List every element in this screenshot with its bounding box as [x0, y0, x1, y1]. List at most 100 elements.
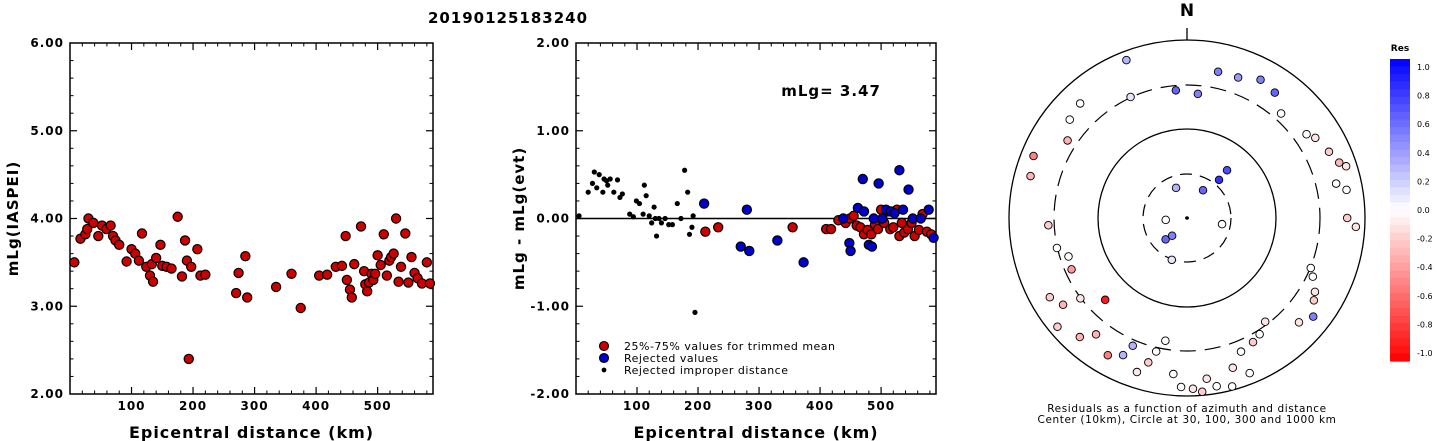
data-point-rejected: [772, 235, 783, 246]
data-point: [172, 211, 183, 222]
station-marker: [1228, 363, 1238, 373]
magnitude-panel: 2.00 3.00 4.00 5.00 6.00 100 200 300 400 500 Epice…: [4, 36, 436, 441]
station-marker: [1075, 332, 1085, 342]
legend-label: Rejected values: [624, 352, 719, 365]
data-point: [787, 222, 798, 233]
colorbar-cell: [1390, 240, 1410, 249]
data-point-improper: [656, 215, 662, 222]
station-marker: [1260, 317, 1270, 327]
station-marker: [1309, 296, 1319, 305]
y-tick-label: -1.00: [530, 299, 570, 313]
station-marker: [1193, 89, 1203, 99]
data-point-rejected: [866, 241, 878, 252]
polar-caption: Center (10km), Circle at 30, 100, 300 an…: [1038, 414, 1337, 426]
data-point-rejected: [741, 204, 753, 215]
data-point-improper: [686, 231, 693, 237]
data-point: [712, 222, 724, 233]
data-point-rejected: [915, 213, 926, 224]
data-point: [403, 277, 414, 288]
y-tick-label: 5.00: [30, 124, 64, 138]
colorbar-cell: [1390, 255, 1410, 264]
colorbar-cell: [1390, 315, 1410, 324]
data-point: [155, 239, 166, 251]
data-point: [388, 248, 399, 259]
data-point: [349, 258, 360, 270]
station-marker: [1217, 219, 1227, 229]
data-point: [341, 274, 353, 286]
data-point-improper: [627, 211, 633, 217]
data-point: [340, 230, 351, 242]
data-point: [133, 255, 145, 266]
station-marker: [1126, 92, 1135, 102]
station-marker: [1132, 367, 1142, 377]
data-point: [424, 278, 436, 289]
y-tick-label: 2.00: [536, 36, 570, 50]
colorbar-cell: [1390, 293, 1410, 302]
colorbar-cell: [1390, 104, 1410, 113]
x-tick-label: 300: [745, 399, 773, 413]
station-marker: [1167, 231, 1177, 240]
data-point-improper: [666, 222, 672, 228]
y-axis-label: mLg - mLg(evt): [510, 147, 528, 290]
data-point-improper: [641, 182, 647, 188]
data-point: [369, 268, 381, 279]
colorbar-cell: [1390, 119, 1410, 128]
station-marker: [1331, 179, 1341, 188]
data-point-improper: [594, 185, 600, 191]
station-marker: [1342, 185, 1351, 195]
station-marker: [1151, 347, 1161, 356]
data-point: [105, 220, 116, 231]
station-marker: [1169, 369, 1178, 379]
data-point-improper: [614, 177, 621, 183]
plot-frame: [69, 42, 434, 395]
data-point-rejected: [735, 241, 746, 252]
colorbar-cell: [1390, 323, 1410, 332]
station-marker: [1214, 175, 1224, 185]
data-point-improper: [653, 233, 660, 239]
legend-label: Rejected improper distance: [624, 364, 789, 377]
station-marker: [1063, 136, 1072, 145]
data-point: [147, 276, 159, 287]
station-marker: [1171, 86, 1181, 95]
data-point-improper: [576, 213, 582, 219]
station-marker: [1118, 350, 1128, 360]
data-point: [361, 286, 373, 297]
colorbar-tick-label: 0.8: [1417, 92, 1430, 101]
colorbar-cell: [1390, 179, 1410, 188]
data-point-improper: [589, 180, 596, 186]
data-point-improper: [674, 200, 680, 207]
data-point: [176, 271, 188, 282]
data-point: [93, 230, 104, 242]
colorbar-cell: [1390, 300, 1410, 309]
colorbar-cell: [1390, 164, 1410, 173]
station-marker: [1351, 222, 1361, 232]
colorbar-cell: [1390, 96, 1410, 105]
y-tick-label: -2.00: [530, 387, 570, 401]
y-tick-label: 3.00: [30, 299, 64, 313]
data-point-improper: [640, 211, 646, 217]
data-point-improper: [591, 169, 597, 175]
data-point: [240, 251, 251, 262]
colorbar-cell: [1390, 232, 1410, 241]
x-tick-label: 400: [806, 399, 834, 413]
data-point: [69, 257, 80, 268]
data-point: [121, 256, 132, 267]
data-point: [230, 287, 242, 299]
station-marker: [1342, 213, 1352, 223]
station-marker: [1053, 322, 1062, 331]
x-tick-label: 100: [117, 399, 145, 413]
data-point-improper: [649, 220, 655, 226]
data-point-improper: [585, 189, 591, 195]
data-point: [848, 210, 859, 222]
x-tick-label: 500: [867, 399, 895, 413]
figure-title: 20190125183240: [428, 9, 588, 27]
colorbar-tick-label: -1.0: [1417, 349, 1433, 358]
station-marker: [1076, 294, 1085, 303]
y-tick-label: 2.00: [30, 387, 64, 401]
x-tick-label: 300: [241, 399, 269, 413]
data-point-improper: [636, 200, 643, 207]
data-point: [241, 292, 253, 303]
data-point-improper: [658, 220, 665, 226]
data-point-improper: [662, 215, 668, 222]
